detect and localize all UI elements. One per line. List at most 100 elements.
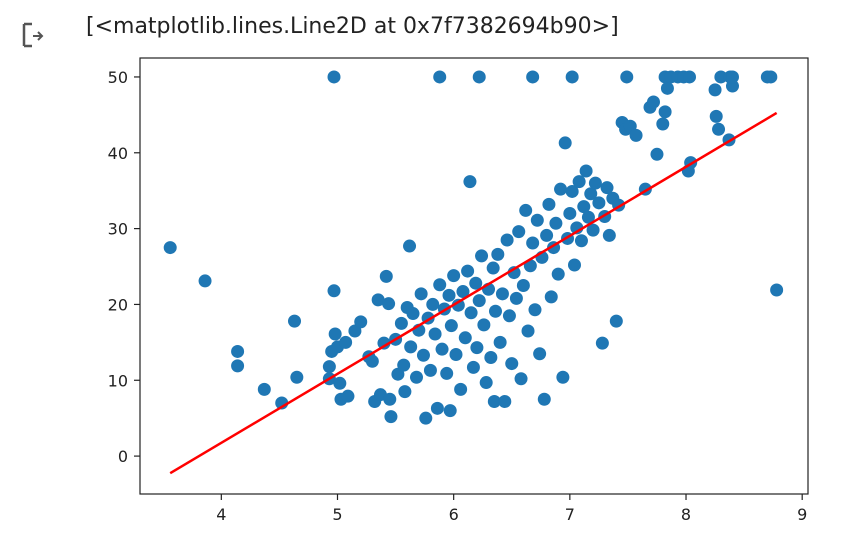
scatter-point	[650, 147, 664, 161]
scatter-point	[383, 392, 397, 406]
scatter-point	[595, 336, 609, 350]
plot-frame	[139, 57, 809, 495]
scatter-point	[426, 297, 440, 311]
y-tick-label: 10	[108, 371, 128, 390]
scatter-point	[463, 175, 477, 189]
scatter-point	[472, 294, 486, 308]
scatter-point	[447, 269, 461, 283]
scatter-point	[433, 70, 447, 84]
scatter-point	[533, 347, 547, 361]
scatter-point	[322, 360, 336, 374]
scatter-point	[493, 335, 507, 349]
scatter-point	[620, 70, 634, 84]
scatter-point	[290, 370, 304, 384]
scatter-point	[449, 347, 463, 361]
scatter-point	[544, 290, 558, 304]
cell-output-row: [<matplotlib.lines.Line2D at 0x7f7382694…	[0, 0, 866, 60]
scatter-point	[551, 267, 565, 281]
scatter-point	[502, 309, 516, 323]
scatter-point	[409, 370, 423, 384]
scatter-point	[565, 70, 579, 84]
scatter-point	[528, 303, 542, 317]
scatter-point	[404, 340, 418, 354]
scatter-point	[514, 372, 528, 386]
scatter-point	[556, 370, 570, 384]
scatter-point	[646, 95, 660, 109]
scatter-point	[526, 236, 540, 250]
scatter-point	[519, 203, 533, 217]
scatter-point	[770, 283, 784, 297]
scatter-point	[477, 318, 491, 332]
scatter-point	[339, 335, 353, 349]
scatter-point	[542, 197, 556, 211]
x-tick-label: 5	[332, 505, 342, 524]
scatter-point	[371, 293, 385, 307]
scatter-point	[458, 331, 472, 345]
x-tick-label: 9	[797, 505, 807, 524]
scatter-point	[588, 176, 602, 190]
scatter-point	[495, 287, 509, 301]
scatter-point	[377, 336, 391, 350]
scatter-point	[454, 382, 468, 396]
scatter-point	[423, 363, 437, 377]
scatter-point	[461, 264, 475, 278]
scatter-point	[600, 181, 614, 195]
scatter-point	[443, 404, 457, 418]
scatter-point	[567, 258, 581, 272]
scatter-point	[475, 249, 489, 263]
scatter-point	[709, 109, 723, 123]
scatter-point	[683, 70, 697, 84]
scatter-point	[530, 213, 544, 227]
scatter-point	[579, 164, 593, 178]
scatter-point	[440, 366, 454, 380]
scatter-point	[327, 70, 341, 84]
scatter-point	[486, 261, 500, 275]
scatter-point	[491, 247, 505, 261]
scatter-point	[379, 269, 393, 283]
scatter-point	[414, 287, 428, 301]
x-tick-label: 8	[681, 505, 691, 524]
output-text: [<matplotlib.lines.Line2D at 0x7f7382694…	[86, 14, 619, 39]
scatter-point	[586, 223, 600, 237]
scatter-point	[397, 358, 411, 372]
scatter-point	[549, 216, 563, 230]
scatter-point	[451, 298, 465, 312]
scatter-point	[472, 70, 486, 84]
scatter-point	[398, 385, 412, 399]
scatter-point	[574, 234, 588, 248]
scatter-point	[660, 81, 674, 95]
scatter-point	[198, 274, 212, 288]
y-tick-label: 20	[108, 295, 128, 314]
y-tick-label: 40	[108, 144, 128, 163]
scatter-point	[479, 376, 493, 390]
scatter-point	[658, 105, 672, 119]
scatter-point	[341, 389, 355, 403]
scatter-point	[435, 342, 449, 356]
regression-line	[169, 111, 778, 475]
y-tick-label: 30	[108, 220, 128, 239]
scatter-point	[464, 306, 478, 320]
scatter-point	[498, 394, 512, 408]
scatter-point	[406, 307, 420, 321]
scatter-point	[584, 187, 598, 201]
scatter-point	[456, 285, 470, 299]
scatter-point	[656, 117, 670, 131]
scatter-point	[433, 278, 447, 292]
scatter-point	[469, 276, 483, 290]
scatter-point	[558, 136, 572, 150]
scatter-point	[231, 344, 245, 358]
scatter-point	[328, 327, 342, 341]
scatter-point	[577, 200, 591, 214]
scatter-point	[565, 184, 579, 198]
scatter-point	[231, 359, 245, 373]
x-tick-label: 6	[449, 505, 459, 524]
scatter-point	[764, 70, 778, 84]
x-tick-label: 4	[216, 505, 226, 524]
scatter-point	[444, 319, 458, 333]
scatter-point	[382, 297, 396, 311]
output-arrow-icon[interactable]	[20, 18, 50, 48]
scatter-point	[507, 266, 521, 280]
scatter-point	[500, 233, 514, 247]
scatter-point	[629, 128, 643, 142]
